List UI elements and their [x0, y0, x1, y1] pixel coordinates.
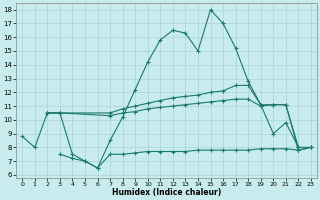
X-axis label: Humidex (Indice chaleur): Humidex (Indice chaleur)	[112, 188, 221, 197]
